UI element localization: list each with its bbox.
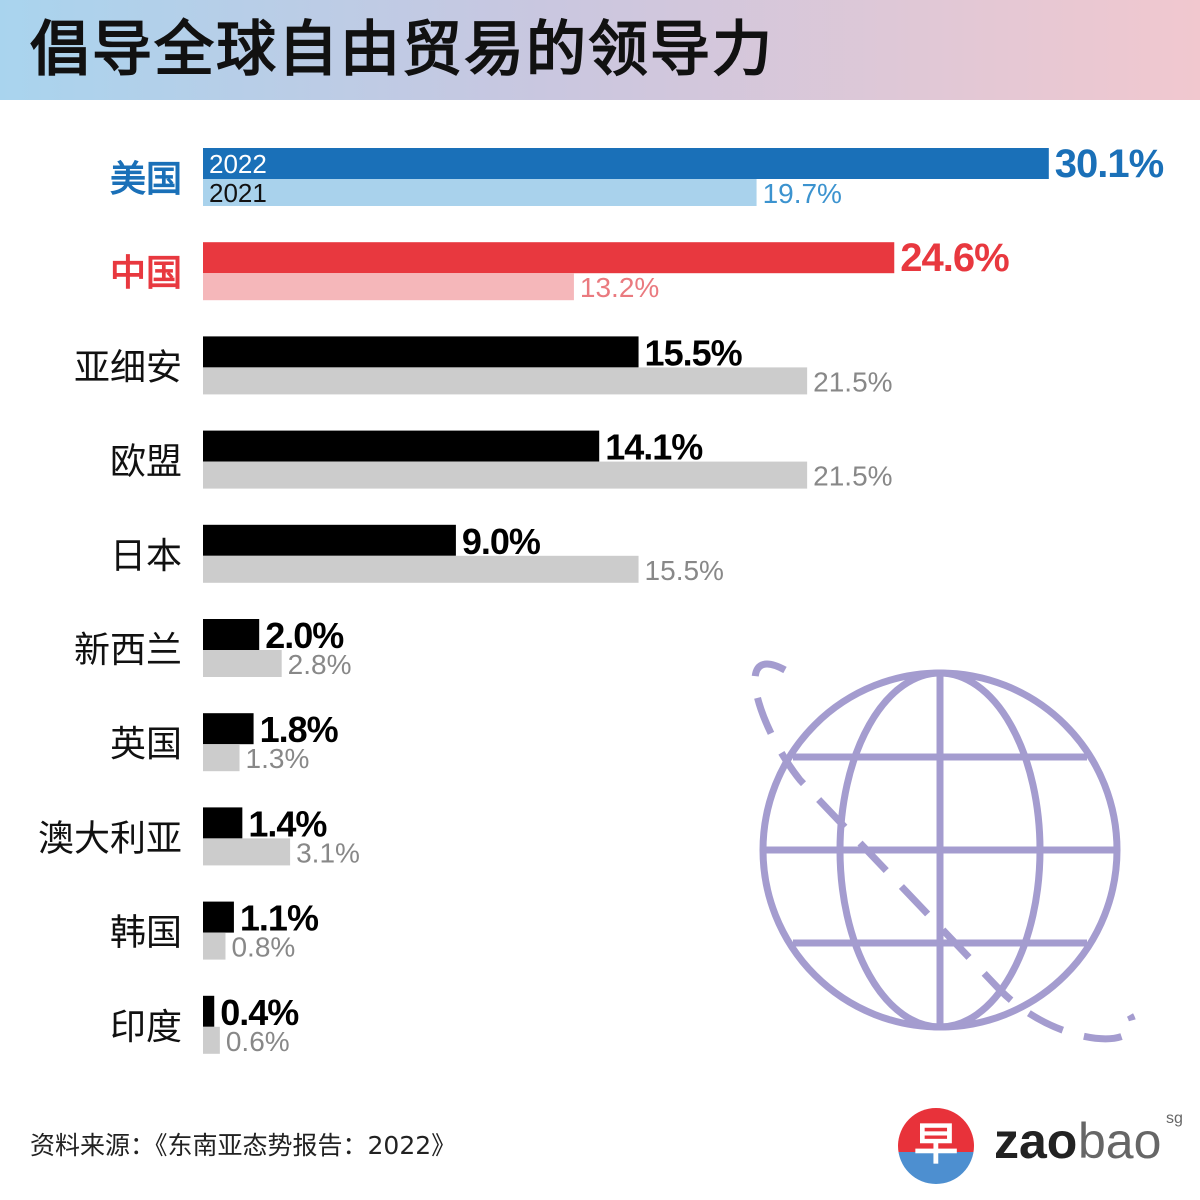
data-label-2022: 30.1% bbox=[1055, 142, 1164, 186]
category-label: 欧盟 bbox=[110, 442, 182, 483]
data-label-2022: 15.5% bbox=[645, 332, 743, 373]
chart-title: 倡导全球自由贸易的领导力 bbox=[30, 15, 774, 85]
bar-2021 bbox=[203, 744, 240, 772]
data-label-2022: 0.4% bbox=[220, 992, 299, 1033]
bar-2022 bbox=[203, 807, 243, 839]
zaobao-logo: 早 zao bao sg bbox=[898, 1106, 1188, 1186]
logo-suffix: sg bbox=[1166, 1110, 1183, 1127]
logo-glyph: 早 bbox=[898, 1108, 974, 1184]
category-label: 亚细安 bbox=[74, 347, 182, 388]
data-label-2022: 1.1% bbox=[240, 898, 319, 939]
data-label-2022: 2.0% bbox=[265, 615, 344, 656]
bar-2021 bbox=[203, 179, 757, 206]
category-label: 新西兰 bbox=[74, 630, 182, 671]
data-label-2021: 19.7% bbox=[763, 178, 842, 209]
data-label-2021: 0.8% bbox=[231, 932, 295, 963]
bar-2021 bbox=[203, 555, 639, 583]
source-note: 资料来源：《东南亚态势报告：2022》 bbox=[30, 1131, 457, 1160]
data-label-2021: 2.8% bbox=[288, 649, 352, 680]
category-label: 印度 bbox=[110, 1007, 182, 1048]
data-label-2021: 13.2% bbox=[580, 272, 659, 303]
category-label: 日本 bbox=[110, 536, 182, 577]
data-label-2022: 1.4% bbox=[248, 803, 327, 844]
category-label: 澳大利亚 bbox=[38, 818, 182, 859]
logo-brand-light: bao bbox=[1078, 1113, 1162, 1169]
category-label: 中国 bbox=[110, 253, 182, 294]
category-label: 英国 bbox=[110, 724, 182, 765]
bar-2022 bbox=[203, 713, 254, 745]
data-label-2022: 1.8% bbox=[260, 709, 339, 750]
bar-2022 bbox=[203, 148, 1049, 179]
series-label-2021: 2021 bbox=[209, 178, 267, 208]
data-label-2021: 21.5% bbox=[813, 461, 892, 492]
title-band bbox=[0, 0, 1200, 100]
bar-2022 bbox=[203, 995, 215, 1027]
bar-2022 bbox=[203, 242, 895, 274]
data-label-2022: 14.1% bbox=[605, 427, 703, 468]
bar-2021 bbox=[203, 838, 291, 866]
category-label: 美国 bbox=[110, 159, 182, 200]
bar-2021 bbox=[203, 273, 574, 301]
bar-2021 bbox=[203, 461, 808, 489]
data-label-2022: 24.6% bbox=[900, 236, 1009, 280]
bar-2022 bbox=[203, 901, 234, 933]
bar-2022 bbox=[203, 430, 600, 462]
logo-brand-bold: zao bbox=[994, 1113, 1078, 1169]
bar-2022 bbox=[203, 524, 456, 556]
data-label-2021: 21.5% bbox=[813, 366, 892, 397]
series-label-2022: 2022 bbox=[209, 149, 267, 179]
data-label-2021: 15.5% bbox=[645, 555, 724, 586]
bar-2022 bbox=[203, 619, 260, 650]
bar-2021 bbox=[203, 1026, 220, 1054]
bar-2021 bbox=[203, 932, 226, 960]
data-label-2021: 3.1% bbox=[296, 837, 360, 868]
bar-2021 bbox=[203, 650, 282, 677]
bar-2021 bbox=[203, 367, 808, 395]
data-label-2021: 0.6% bbox=[226, 1026, 290, 1057]
category-label: 韩国 bbox=[110, 913, 182, 954]
data-label-2021: 1.3% bbox=[246, 743, 310, 774]
bar-2022 bbox=[203, 336, 639, 368]
data-label-2022: 9.0% bbox=[462, 521, 541, 562]
